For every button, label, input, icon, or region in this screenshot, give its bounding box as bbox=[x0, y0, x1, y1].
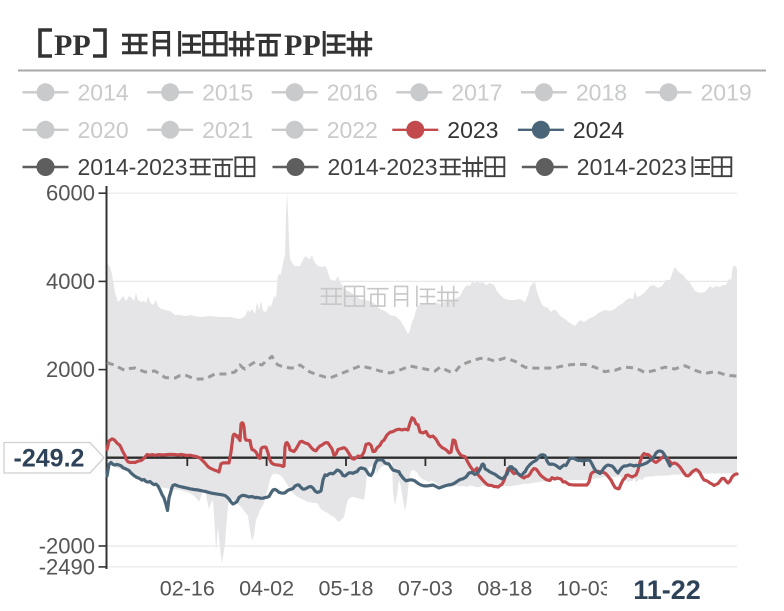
svg-text:2014: 2014 bbox=[78, 79, 129, 105]
svg-text:2021: 2021 bbox=[202, 117, 253, 143]
svg-text:2017: 2017 bbox=[451, 79, 502, 105]
svg-text:04-02: 04-02 bbox=[239, 577, 294, 601]
svg-text:-249.2: -249.2 bbox=[14, 445, 85, 473]
svg-text:2023: 2023 bbox=[447, 117, 498, 143]
svg-text:2016: 2016 bbox=[327, 79, 378, 105]
svg-text:2014-2023: 2014-2023 bbox=[328, 154, 438, 180]
svg-text:2022: 2022 bbox=[327, 117, 378, 143]
svg-text:07-03: 07-03 bbox=[398, 577, 453, 601]
svg-text:05-18: 05-18 bbox=[319, 577, 374, 601]
svg-text:2014-2023: 2014-2023 bbox=[577, 154, 687, 180]
svg-text:2019: 2019 bbox=[701, 79, 752, 105]
svg-text:11-22: 11-22 bbox=[633, 575, 701, 605]
svg-text:2015: 2015 bbox=[202, 79, 253, 105]
svg-text:08-18: 08-18 bbox=[477, 577, 532, 601]
svg-text:2018: 2018 bbox=[576, 79, 627, 105]
svg-text:02-16: 02-16 bbox=[160, 577, 215, 601]
svg-text:-2000: -2000 bbox=[39, 534, 95, 559]
svg-text:PP: PP bbox=[284, 29, 321, 62]
svg-text:10-03: 10-03 bbox=[557, 577, 612, 601]
svg-text:2014-2023: 2014-2023 bbox=[78, 154, 188, 180]
svg-text:6000: 6000 bbox=[46, 181, 95, 206]
svg-text:2000: 2000 bbox=[46, 357, 95, 382]
svg-text:4000: 4000 bbox=[46, 269, 95, 294]
svg-text:PP: PP bbox=[54, 29, 91, 62]
svg-text:2020: 2020 bbox=[78, 117, 129, 143]
svg-text:-2490: -2490 bbox=[39, 554, 95, 579]
svg-text:2024: 2024 bbox=[573, 117, 624, 143]
